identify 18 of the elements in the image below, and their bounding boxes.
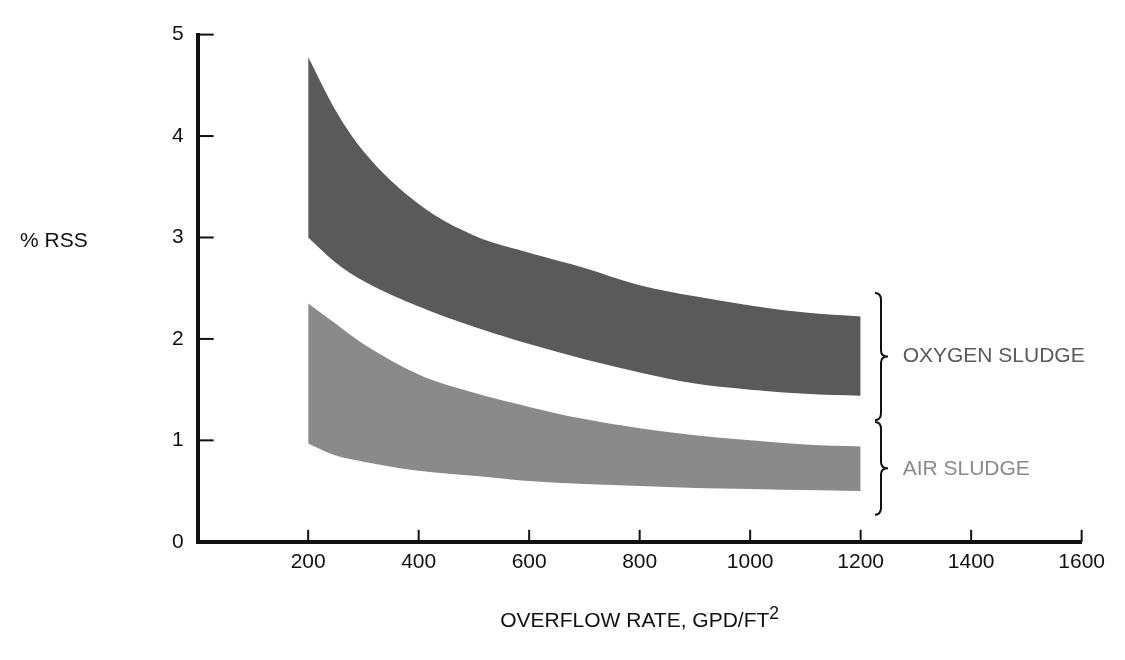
x-tick-label: 1600 <box>1058 549 1105 573</box>
x-tick-label: 1000 <box>726 549 774 573</box>
y-tick-label: 0 <box>171 528 184 552</box>
x-tick-label: 1400 <box>947 549 995 573</box>
x-tick-label: 400 <box>401 549 437 573</box>
x-tick-label: 800 <box>622 549 658 573</box>
legend-label: OXYGEN SLUDGE <box>902 343 1085 368</box>
x-tick-label: 1200 <box>837 549 885 573</box>
y-tick-label: 4 <box>171 122 184 146</box>
y-tick-label: 2 <box>171 325 184 349</box>
x-tick-label: 600 <box>511 549 547 573</box>
y-tick-label: 1 <box>171 427 184 451</box>
x-axis-title: OVERFLOW RATE, GPD/FT$^{2}$ <box>499 603 781 632</box>
y-axis-title: % RSS <box>20 228 88 253</box>
legend-label: AIR SLUDGE <box>902 455 1030 480</box>
x-tick-label: 200 <box>290 549 326 573</box>
y-tick-label: 5 <box>171 21 184 45</box>
y-tick-label: 3 <box>171 224 184 248</box>
